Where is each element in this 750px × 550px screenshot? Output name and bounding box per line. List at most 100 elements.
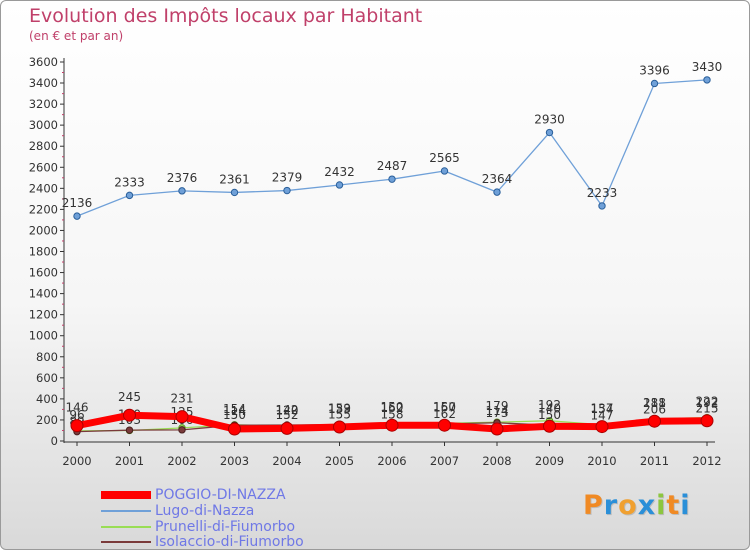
data-label-poggio-di-nazza: 245: [118, 390, 141, 404]
data-label-lugo-di-nazza: 2565: [429, 151, 460, 165]
data-label-lugo-di-nazza: 2233: [587, 186, 618, 200]
data-label-isolaccio-di-fiumorbo: 150: [538, 408, 561, 422]
y-tick-label: 3400: [29, 76, 58, 90]
y-tick-label: 2000: [29, 223, 58, 237]
data-point-poggio-di-nazza: [70, 419, 84, 433]
data-label-isolaccio-di-fiumorbo: 152: [276, 408, 299, 422]
data-label-poggio-di-nazza: 188: [643, 396, 666, 410]
data-label-prunelli-di-fiumorbo: 154: [591, 402, 614, 416]
logo-letter: o: [618, 490, 638, 521]
data-point-lugo-di-nazza: [493, 188, 501, 196]
proxiti-logo: Proxiti: [583, 490, 691, 521]
x-tick-label: 2005: [325, 454, 354, 468]
y-tick-label: 2600: [29, 160, 58, 174]
data-label-isolaccio-di-fiumorbo: 173: [486, 406, 509, 420]
data-point-isolaccio-di-fiumorbo: [125, 426, 134, 434]
x-tick-label: 2009: [535, 454, 564, 468]
x-tick-label: 2004: [272, 454, 301, 468]
data-label-isolaccio-di-fiumorbo: 215: [696, 401, 719, 415]
logo-letter: P: [583, 490, 604, 521]
x-tick-label: 2010: [587, 454, 616, 468]
legend-swatch: [101, 491, 151, 499]
data-point-poggio-di-nazza: [438, 418, 451, 432]
data-point-lugo-di-nazza: [598, 202, 606, 210]
data-label-prunelli-di-fiumorbo: 222: [696, 395, 719, 409]
data-label-prunelli-di-fiumorbo: 192: [538, 398, 561, 412]
data-label-poggio-di-nazza: 146: [66, 401, 89, 415]
y-tick-label: 1000: [29, 329, 58, 343]
logo-letter: x: [637, 490, 657, 521]
data-label-isolaccio-di-fiumorbo: 147: [591, 409, 614, 423]
data-label-poggio-di-nazza: 231: [171, 392, 194, 406]
legend-label: Isolaccio-di-Fiumorbo: [155, 534, 304, 550]
x-tick-label: 2003: [220, 454, 249, 468]
data-point-lugo-di-nazza: [440, 167, 449, 175]
y-tick-label: 1800: [29, 245, 58, 259]
y-tick-label: 0: [51, 434, 58, 448]
data-label-poggio-di-nazza: 133: [328, 402, 351, 416]
data-label-isolaccio-di-fiumorbo: 150: [223, 408, 246, 422]
x-tick-label: 2000: [62, 454, 91, 468]
data-point-poggio-di-nazza: [228, 422, 241, 436]
data-point-poggio-di-nazza: [280, 421, 294, 435]
data-label-poggio-di-nazza: 114: [223, 404, 246, 418]
data-point-lugo-di-nazza: [335, 181, 344, 189]
logo-letter: t: [666, 490, 681, 521]
x-tick-label: 2011: [640, 454, 669, 468]
data-point-isolaccio-di-fiumorbo: [178, 426, 186, 434]
y-tick-label: 2200: [29, 202, 58, 216]
data-label-lugo-di-nazza: 2376: [167, 171, 198, 185]
data-label-isolaccio-di-fiumorbo: 162: [433, 407, 456, 421]
data-label-poggio-di-nazza: 137: [591, 402, 614, 416]
x-tick-label: 2001: [115, 454, 144, 468]
y-tick-label: 1200: [29, 308, 58, 322]
chart-title: Evolution des Impôts locaux par Habitant: [29, 5, 423, 27]
logo-letter: r: [603, 490, 619, 521]
data-label-prunelli-di-fiumorbo: 142: [276, 403, 299, 417]
data-label-prunelli-di-fiumorbo: 154: [223, 402, 246, 416]
data-point-lugo-di-nazza: [703, 76, 711, 84]
data-point-lugo-di-nazza: [545, 128, 554, 137]
legend-label: Prunelli-di-Fiumorbo: [155, 519, 296, 535]
y-tick-label: 800: [36, 350, 58, 364]
y-tick-label: 400: [36, 392, 58, 406]
data-point-poggio-di-nazza: [385, 418, 399, 432]
data-point-poggio-di-nazza: [490, 422, 504, 436]
data-point-lugo-di-nazza: [650, 79, 659, 88]
data-point-poggio-di-nazza: [700, 414, 714, 428]
data-label-lugo-di-nazza: 2333: [114, 175, 145, 189]
data-label-prunelli-di-fiumorbo: 211: [643, 396, 666, 410]
legend-item-prunelli-di-fiumorbo: Prunelli-di-Fiumorbo: [101, 519, 295, 535]
data-label-lugo-di-nazza: 2379: [272, 171, 303, 185]
data-point-lugo-di-nazza: [230, 188, 239, 197]
data-label-poggio-di-nazza: 114: [486, 404, 509, 418]
data-point-lugo-di-nazza: [73, 212, 81, 220]
y-tick-label: 3600: [29, 55, 58, 69]
x-tick-label: 2008: [482, 454, 511, 468]
y-tick-label: 2400: [29, 181, 58, 195]
legend-item-isolaccio-di-fiumorbo: Isolaccio-di-Fiumorbo: [101, 534, 304, 550]
legend-item-poggio-di-nazza: POGGIO-DI-NAZZA: [101, 487, 286, 503]
data-label-isolaccio-di-fiumorbo: 206: [643, 402, 666, 416]
data-label-isolaccio-di-fiumorbo: 155: [328, 408, 351, 422]
data-point-lugo-di-nazza: [125, 191, 134, 200]
data-label-isolaccio-di-fiumorbo: 158: [381, 407, 404, 421]
legend-swatch: [101, 541, 151, 543]
data-label-lugo-di-nazza: 2487: [377, 159, 408, 173]
data-point-poggio-di-nazza: [595, 420, 609, 434]
logo-letter: i: [656, 490, 667, 521]
data-point-poggio-di-nazza: [123, 408, 136, 422]
chart-subtitle: (en € et par an): [29, 29, 124, 43]
data-label-lugo-di-nazza: 2136: [62, 196, 93, 210]
data-label-prunelli-di-fiumorbo: 167: [433, 400, 456, 414]
y-tick-label: 200: [36, 413, 58, 427]
y-tick-label: 3000: [29, 118, 58, 132]
data-label-prunelli-di-fiumorbo: 179: [486, 399, 509, 413]
legend-swatch: [101, 510, 151, 512]
data-label-lugo-di-nazza: 3430: [692, 60, 723, 74]
data-point-poggio-di-nazza: [175, 410, 189, 424]
y-tick-label: 3200: [29, 97, 58, 111]
data-label-lugo-di-nazza: 2930: [534, 113, 565, 127]
